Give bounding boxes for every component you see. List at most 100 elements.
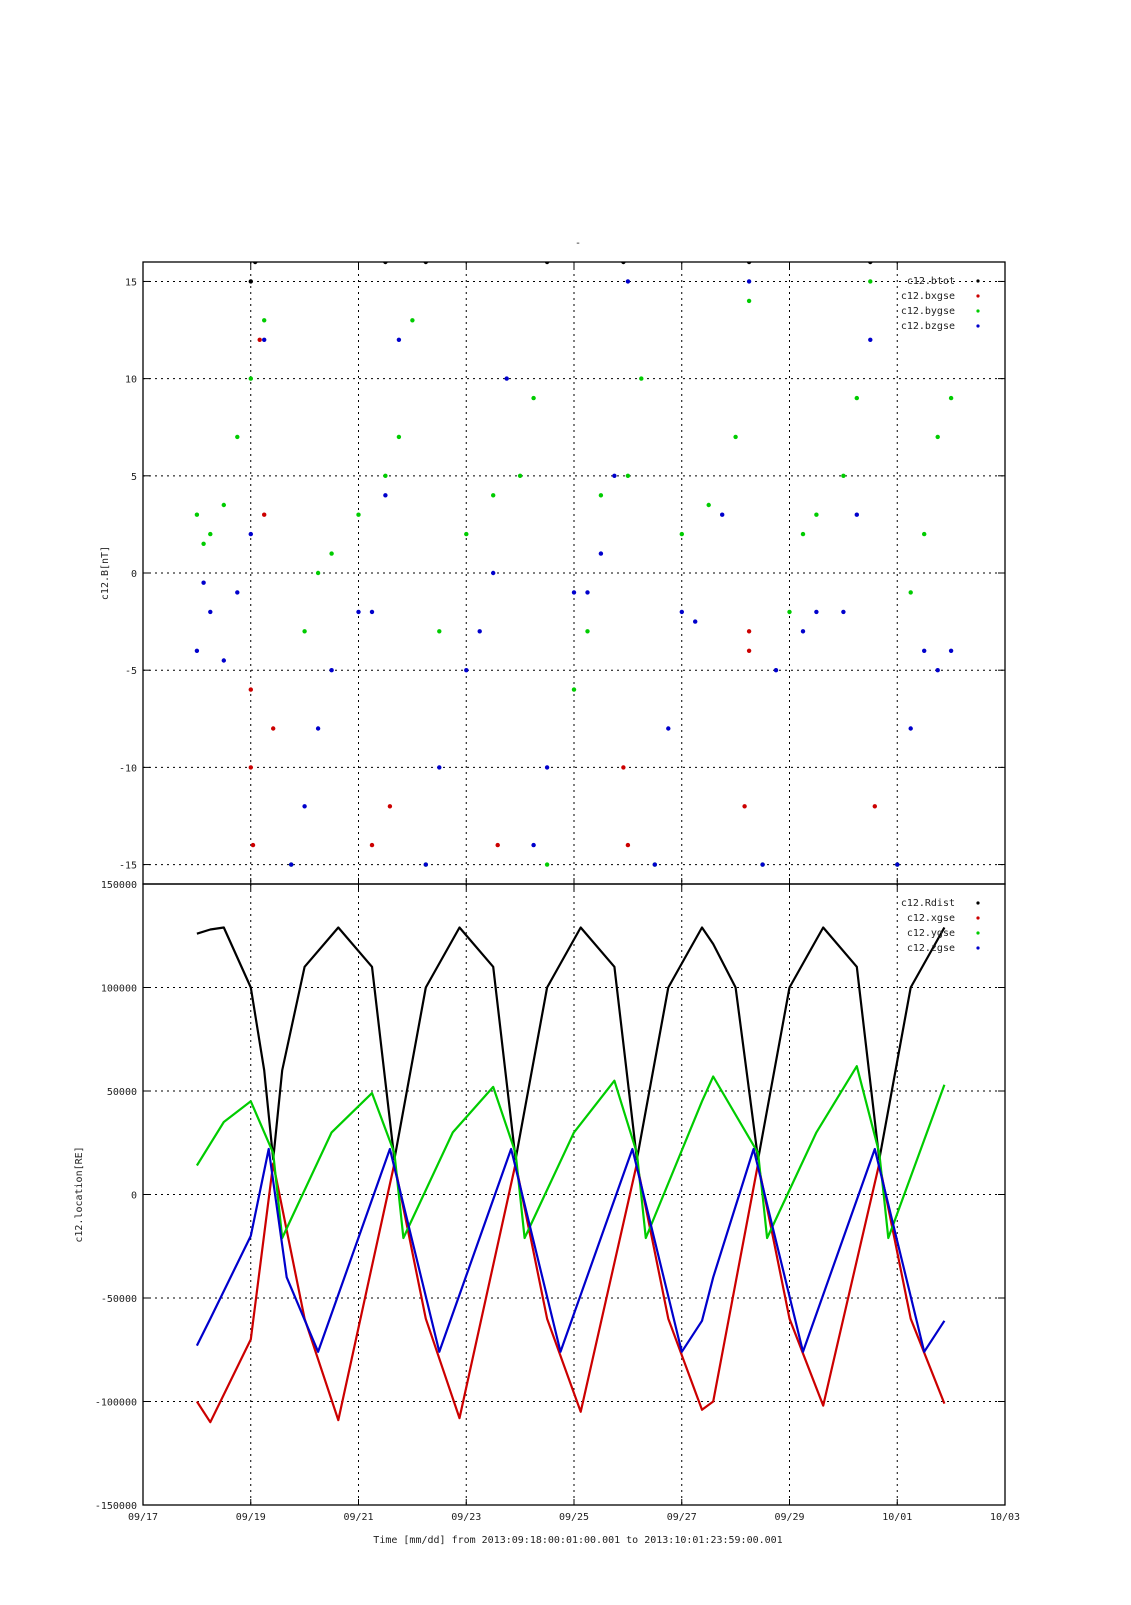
data-point [248,531,253,537]
data-point [369,609,375,615]
x-tick-label: 09/29 [774,1512,804,1523]
x-tick-label: 09/27 [667,1512,697,1523]
data-point [495,842,500,848]
data-point [598,551,604,556]
data-point [315,570,321,576]
data-point [746,648,752,653]
data-point [491,493,496,498]
data-point [221,502,226,508]
legend-marker [976,916,980,920]
data-point [571,590,577,595]
legend-label: c12.ygse [907,928,955,939]
legend-label: c12.bygse [901,306,955,317]
data-point [585,590,590,595]
data-point [922,648,927,653]
data-point [235,590,240,595]
data-point [491,570,496,576]
data-point [746,298,752,304]
data-point [208,609,213,615]
data-point [800,531,806,537]
data-point [639,376,644,381]
legend-label: c12.bxgse [901,291,955,302]
data-point [235,434,240,440]
x-axis-label: Time [mm/dd] from 2013:09:18:00:01:00.00… [373,1535,782,1546]
y-axis-label: c12.location[RE] [74,1146,85,1242]
data-point [693,619,698,624]
data-point [679,609,684,615]
data-point [935,434,940,440]
data-point [625,279,631,284]
y-tick-label: -100000 [95,1398,137,1409]
data-point [250,842,256,848]
y-axis-label: c12.B[nT] [100,546,111,600]
legend-marker [976,309,980,313]
data-point [773,668,779,673]
series-c12-bzgse [194,279,954,867]
x-tick-label: 09/19 [236,1512,266,1523]
data-point [742,804,747,809]
data-point [464,531,469,537]
data-point [908,726,913,731]
series-group [194,262,954,867]
x-tick-label: 10/01 [882,1512,912,1523]
legend-marker [976,279,980,283]
data-point [302,629,307,634]
legend-label: c12.zgse [907,943,955,954]
data-point [621,765,626,770]
data-point [329,668,334,673]
data-point [854,512,859,517]
y-tick-label: -150000 [95,1501,137,1512]
data-point [248,279,253,284]
y-tick-label: -10 [119,763,137,774]
data-point [612,473,617,478]
data-point [706,502,711,508]
data-point [544,862,550,867]
data-point [437,765,442,770]
legend-label: c12.btot [907,276,955,287]
legend-marker [976,324,980,328]
y-tick-label: -50000 [101,1294,137,1305]
data-point [262,512,267,517]
x-tick-label: 09/23 [451,1512,481,1523]
y-tick-label: 100000 [101,984,137,995]
data-point [652,862,657,867]
data-point [760,862,765,867]
data-point [248,687,253,692]
data-point [201,580,206,585]
data-point [396,434,402,440]
data-point [329,551,334,556]
data-point [315,726,321,731]
legend-label: c12.Rdist [901,898,955,909]
data-point [935,668,940,673]
data-point [194,512,200,517]
data-point [271,726,276,731]
data-point [262,318,267,323]
data-point [746,279,752,284]
data-point [369,842,375,848]
data-point [908,590,913,595]
data-point [868,337,873,342]
data-point [531,842,536,848]
data-point [396,337,402,342]
data-point [248,765,253,770]
data-point [746,629,752,634]
data-point [571,687,577,692]
y-tick-label: 15 [125,277,137,288]
chart-title: - [575,238,581,249]
data-point [194,648,200,653]
legend-marker [976,294,980,298]
series-c12-bxgse [248,337,877,848]
series-line-c12-zgse [195,1147,946,1353]
y-tick-label: 0 [131,1191,137,1202]
data-point [531,395,536,401]
data-point [854,395,859,401]
series-line-c12-xgse [195,1162,946,1424]
data-point [387,804,393,809]
legend-marker [976,946,980,950]
y-tick-label: -5 [125,666,137,677]
y-tick-label: 10 [125,375,137,386]
series-line-c12-ygse [195,1065,946,1240]
data-point [289,862,294,867]
